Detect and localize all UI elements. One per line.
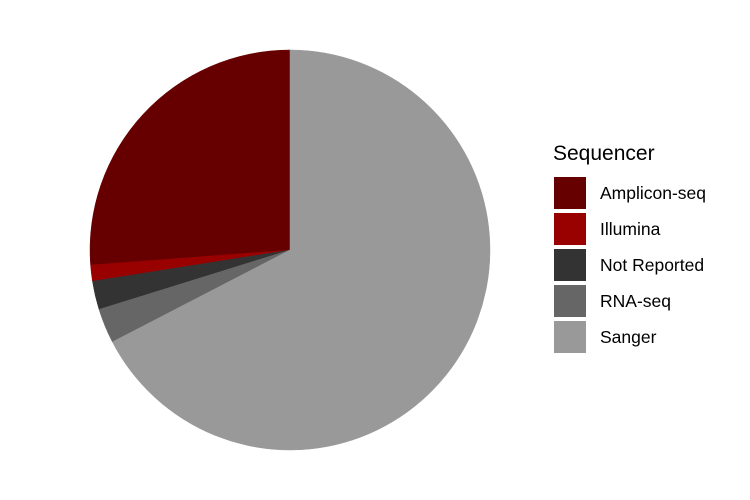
legend-item-illumina: Illumina bbox=[553, 211, 706, 247]
legend-item-not-reported: Not Reported bbox=[553, 247, 706, 283]
legend-title: Sequencer bbox=[553, 142, 655, 165]
pie-slices bbox=[89, 49, 491, 451]
legend-label-rna-seq: RNA-seq bbox=[600, 290, 671, 311]
legend-key-illumina bbox=[553, 212, 587, 246]
legend-key-not-reported bbox=[553, 248, 587, 282]
legend-label-not-reported: Not Reported bbox=[600, 254, 705, 275]
pie-slice-amplicon-seq bbox=[89, 49, 291, 266]
legend-item-rna-seq: RNA-seq bbox=[553, 283, 706, 319]
legend-key-amplicon-seq bbox=[553, 176, 587, 210]
legend-label-amplicon-seq: Amplicon-seq bbox=[600, 182, 707, 203]
legend-key-rna-seq bbox=[553, 284, 587, 318]
pie-slice-sanger bbox=[112, 49, 491, 451]
legend-item-amplicon-seq: Amplicon-seq bbox=[553, 175, 706, 211]
legend: Sequencer Amplicon-seq Illumina Not Repo… bbox=[553, 141, 706, 355]
legend-label-illumina: Illumina bbox=[600, 218, 661, 239]
legend-item-sanger: Sanger bbox=[553, 319, 706, 355]
legend-key-sanger bbox=[553, 320, 587, 354]
legend-label-sanger: Sanger bbox=[600, 326, 657, 347]
